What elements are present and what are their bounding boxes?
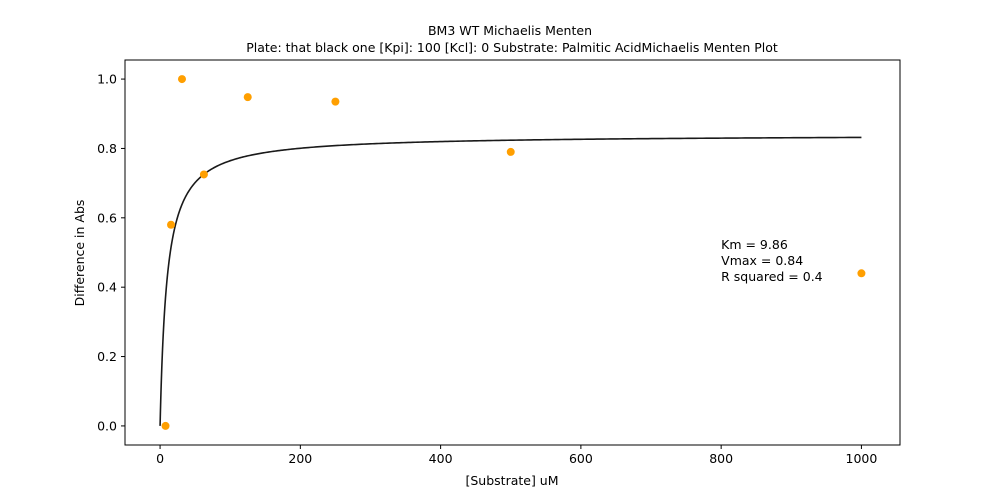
y-tick-label: 0.0 — [97, 418, 117, 433]
y-tick-label: 1.0 — [97, 72, 117, 87]
chart-subtitle: Plate: that black one [Kpi]: 100 [Kcl]: … — [246, 40, 778, 55]
data-point — [199, 170, 208, 179]
data-point — [177, 75, 186, 84]
y-tick-label: 0.2 — [97, 349, 117, 364]
data-point — [161, 421, 170, 430]
x-tick-label: 800 — [709, 451, 733, 466]
annotation-line: Km = 9.86 — [721, 237, 788, 252]
annotation-line: R squared = 0.4 — [721, 269, 823, 284]
data-point — [506, 147, 515, 156]
data-point — [167, 220, 176, 229]
y-tick-label: 0.6 — [97, 210, 117, 225]
fit-curve — [159, 136, 862, 426]
y-tick-label: 0.8 — [97, 141, 117, 156]
x-tick-label: 200 — [288, 451, 312, 466]
annotation-line: Vmax = 0.84 — [721, 253, 803, 268]
x-tick-label: 600 — [569, 451, 593, 466]
x-tick-label: 400 — [429, 451, 453, 466]
x-tick-label: 1000 — [846, 451, 878, 466]
x-tick-label: 0 — [156, 451, 164, 466]
plot-area: 0 200 400 600 800 1000 0.0 0.2 0.4 0.6 0.8 1.0 Km = … — [97, 59, 901, 466]
y-tick-label: 0.4 — [97, 280, 117, 295]
axes-frame — [124, 59, 901, 446]
x-axis-label: [Substrate] uM — [465, 473, 558, 488]
y-axis-label: Difference in Abs — [72, 200, 87, 307]
data-point — [857, 269, 866, 278]
chart-title: BM3 WT Michaelis Menten — [428, 23, 592, 38]
data-point — [243, 93, 252, 102]
data-point — [331, 97, 340, 106]
